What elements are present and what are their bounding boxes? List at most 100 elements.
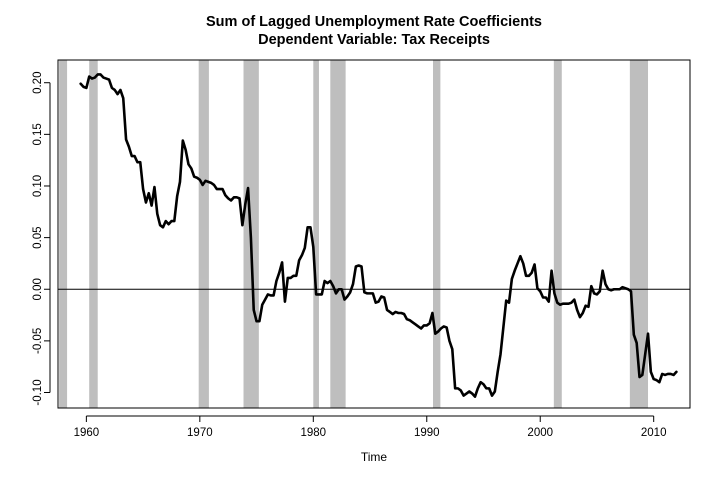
data-point <box>116 93 119 95</box>
data-point <box>431 312 434 314</box>
data-point <box>531 272 533 274</box>
data-point <box>244 203 246 206</box>
data-point <box>338 288 340 290</box>
x-axis-label: Time <box>361 450 388 464</box>
data-point <box>355 265 357 268</box>
data-point <box>494 390 496 393</box>
data-point <box>91 77 93 80</box>
data-point <box>377 301 380 303</box>
data-point <box>641 374 643 376</box>
x-tick-label: 1990 <box>414 427 440 439</box>
data-point <box>437 330 439 333</box>
data-point <box>133 155 136 157</box>
data-point <box>343 298 346 301</box>
data-point <box>658 381 660 383</box>
data-point <box>409 319 411 321</box>
data-point <box>542 296 544 299</box>
data-point <box>553 292 556 294</box>
data-point <box>187 163 190 165</box>
data-point <box>290 277 292 279</box>
data-point <box>148 192 150 194</box>
data-point <box>108 79 110 81</box>
data-point <box>596 293 598 296</box>
data-point <box>298 259 300 261</box>
data-point <box>428 322 431 324</box>
x-tick-label: 1960 <box>74 427 100 439</box>
data-point <box>602 270 604 272</box>
data-point <box>193 176 195 178</box>
y-tick-label: -0.10 <box>32 379 44 405</box>
recession-band-2 <box>89 60 98 408</box>
data-point <box>278 272 280 274</box>
data-point <box>185 149 187 151</box>
data-point <box>502 326 504 329</box>
data-point <box>446 326 448 329</box>
data-point <box>97 73 99 76</box>
data-point <box>480 381 482 383</box>
data-point <box>590 285 592 287</box>
data-point <box>236 196 238 198</box>
data-point <box>258 320 261 322</box>
data-point <box>202 184 204 186</box>
data-point <box>162 226 164 228</box>
data-point <box>675 371 677 373</box>
data-point <box>380 295 382 298</box>
data-point <box>417 325 419 328</box>
data-point <box>284 301 286 303</box>
data-point <box>454 387 456 389</box>
y-tick-label: 0.00 <box>32 278 44 300</box>
data-point <box>406 318 408 320</box>
data-point <box>360 265 363 268</box>
x-tick-label: 2010 <box>641 427 667 439</box>
data-point <box>565 303 567 305</box>
y-tick-label: 0.10 <box>32 175 44 197</box>
data-point <box>315 293 317 296</box>
data-point <box>247 187 249 189</box>
plot-frame <box>57 59 691 409</box>
data-point <box>440 327 442 330</box>
data-point <box>457 387 459 389</box>
data-point <box>567 303 570 305</box>
data-point <box>375 302 377 304</box>
data-point <box>264 298 266 301</box>
data-point <box>213 184 215 186</box>
data-point <box>261 304 263 306</box>
data-point <box>145 201 147 204</box>
data-point <box>196 177 198 179</box>
data-point <box>341 288 343 290</box>
data-point <box>216 188 218 190</box>
data-point <box>672 374 675 376</box>
data-point <box>136 161 139 163</box>
data-point <box>210 182 212 184</box>
data-point <box>579 316 581 318</box>
data-point <box>332 285 334 287</box>
data-point <box>451 348 453 350</box>
data-point <box>318 293 320 296</box>
data-point <box>233 196 235 198</box>
x-tick-label: 2000 <box>527 427 553 439</box>
data-point <box>335 292 337 294</box>
data-point <box>400 312 402 314</box>
data-point <box>434 333 436 335</box>
data-point <box>190 167 192 170</box>
data-point <box>301 254 303 256</box>
data-point <box>386 309 388 311</box>
data-point <box>655 379 658 381</box>
data-point <box>85 87 87 89</box>
data-point <box>227 197 229 199</box>
data-point <box>519 255 521 257</box>
data-point <box>392 313 394 315</box>
data-point <box>267 293 269 296</box>
data-point <box>426 324 428 326</box>
data-point <box>465 392 468 395</box>
data-point <box>599 290 601 292</box>
y-tick-label: 0.05 <box>32 226 44 248</box>
data-point <box>82 86 85 88</box>
recession-band-8 <box>553 60 562 408</box>
data-point <box>389 311 391 313</box>
recession-band-6 <box>330 60 346 408</box>
data-point <box>630 290 632 292</box>
data-point <box>650 371 652 373</box>
data-point <box>670 373 672 375</box>
